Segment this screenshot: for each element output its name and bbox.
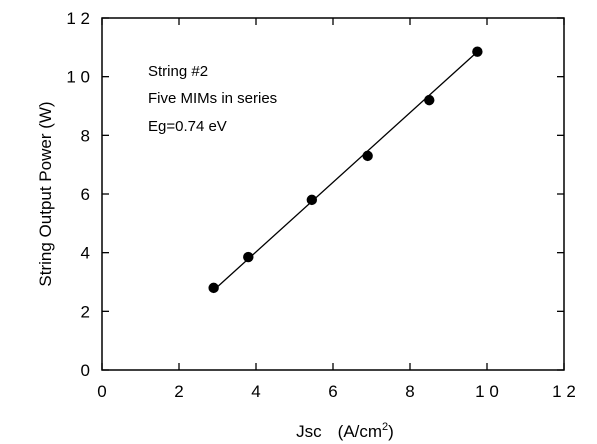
y-tick-label: 0 xyxy=(81,361,90,380)
annotation-string: String #2 xyxy=(148,63,208,80)
annotation-mims: Five MIMs in series xyxy=(148,90,277,107)
x-axis-ticks: 0 2 4 6 8 1 0 1 2 xyxy=(97,18,576,401)
y-tick-label: 1 2 xyxy=(66,9,90,28)
data-point xyxy=(208,282,219,294)
y-tick-label: 1 0 xyxy=(66,68,90,87)
x-axis-title-unit: (A/cm xyxy=(338,422,382,441)
fit-lines xyxy=(213,51,478,291)
y-axis-title: String Output Power (W) xyxy=(36,101,55,286)
fit-line xyxy=(213,51,478,291)
x-tick-label: 4 xyxy=(251,382,260,401)
data-point xyxy=(424,94,435,106)
x-tick-label: 8 xyxy=(405,382,414,401)
data-point xyxy=(243,251,254,263)
y-tick-label: 2 xyxy=(81,302,90,321)
y-tick-label: 6 xyxy=(81,185,90,204)
x-tick-label: 1 0 xyxy=(475,382,499,401)
x-tick-label: 6 xyxy=(328,382,337,401)
y-tick-label: 4 xyxy=(81,244,90,263)
x-axis-title-sup: 2 xyxy=(382,421,388,433)
data-points xyxy=(208,46,483,294)
x-axis-title-quantity: Jsc xyxy=(296,422,322,441)
data-point xyxy=(306,194,318,206)
x-tick-label: 1 2 xyxy=(552,382,576,401)
annotation-eg: Eg=0.74 eV xyxy=(148,118,227,135)
x-tick-label: 0 xyxy=(97,382,106,401)
x-tick-label: 2 xyxy=(174,382,183,401)
y-tick-label: 8 xyxy=(81,126,90,145)
y-axis-ticks: 0 2 4 6 8 1 0 1 2 xyxy=(66,9,564,380)
data-point xyxy=(472,46,483,57)
x-axis-title: Jsc (A/cm2) xyxy=(296,421,394,441)
data-point xyxy=(362,150,373,162)
x-axis-title-close: ) xyxy=(388,422,394,441)
